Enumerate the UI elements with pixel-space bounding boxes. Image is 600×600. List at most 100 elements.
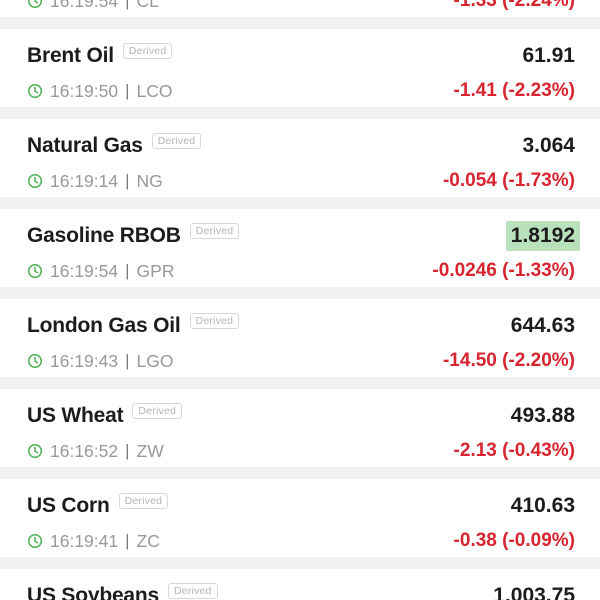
change-value: -1.41 (-2.23%) <box>453 80 575 101</box>
instrument-subline: 16:19:41 | ZC -0.38 (-0.09%) <box>27 531 575 551</box>
price-value: 61.91 <box>522 44 575 67</box>
instrument-row[interactable]: US Corn Derived 410.63 16:19:41 | ZC -0.… <box>0 479 600 557</box>
instrument-row[interactable]: US Wheat Derived 493.88 16:16:52 | ZW -2… <box>0 389 600 467</box>
instrument-header: US Corn Derived 410.63 <box>27 493 575 518</box>
instrument-name-group: US Soybeans Derived <box>27 583 218 600</box>
clock-icon <box>28 444 42 458</box>
row-separator <box>0 17 600 29</box>
derived-badge: Derived <box>122 43 173 59</box>
instrument-subline: 16:19:50 | LCO -1.41 (-2.23%) <box>27 81 575 101</box>
price-value: 410.63 <box>510 494 575 517</box>
derived-badge: Derived <box>168 583 218 599</box>
timestamp: 16:19:54 <box>50 0 119 11</box>
change-value: -1.33 (-2.24%) <box>453 0 575 11</box>
row-separator <box>0 287 600 299</box>
instrument-name: US Wheat <box>27 404 124 427</box>
timestamp: 16:19:50 <box>50 81 119 101</box>
symbol: CL <box>136 0 159 11</box>
price-value: 644.63 <box>510 314 575 337</box>
derived-badge: Derived <box>118 493 169 509</box>
symbol: LCO <box>136 81 173 101</box>
instrument-header: London Gas Oil Derived 644.63 <box>27 313 575 338</box>
quote-meta: 16:19:54 | GPR <box>27 261 174 281</box>
instrument-subline: 16:19:14 | NG -0.054 (-1.73%) <box>27 171 575 191</box>
row-separator <box>0 107 600 119</box>
symbol: ZW <box>136 441 164 461</box>
instrument-header: Gasoline RBOB Derived 1.8192 <box>27 221 580 251</box>
instrument-name-group: Gasoline RBOB Derived <box>27 223 240 248</box>
change-value: -14.50 (-2.20%) <box>442 350 575 371</box>
quote-meta: 16:19:54 | CL <box>27 0 159 11</box>
instrument-header: Natural Gas Derived 3.064 <box>27 133 575 158</box>
symbol: NG <box>136 171 163 191</box>
quote-meta: 16:19:50 | LCO <box>27 81 173 101</box>
price-value: 1,003.75 <box>493 584 575 600</box>
instrument-subline: 16:16:52 | ZW -2.13 (-0.43%) <box>27 441 575 461</box>
timestamp: 16:19:41 <box>50 531 119 551</box>
change-value: -0.0246 (-1.33%) <box>432 260 575 281</box>
instrument-name-group: US Corn Derived <box>27 493 169 518</box>
instrument-row[interactable]: Brent Oil Derived 61.91 16:19:50 | LCO -… <box>0 29 600 107</box>
change-value: -2.13 (-0.43%) <box>453 440 575 461</box>
timestamp: 16:19:43 <box>50 351 119 371</box>
clock-icon <box>28 0 42 8</box>
derived-badge: Derived <box>189 223 240 239</box>
instrument-name-group: US Wheat Derived <box>27 403 183 428</box>
timestamp: 16:19:14 <box>50 171 119 191</box>
symbol-divider: | <box>125 0 130 10</box>
symbol: GPR <box>136 261 175 281</box>
instrument-header: US Wheat Derived 493.88 <box>27 403 575 428</box>
instrument-name: Brent Oil <box>27 44 114 67</box>
instrument-row[interactable]: 16:19:54 | CL -1.33 (-2.24%) <box>0 0 600 17</box>
quote-meta: 16:19:14 | NG <box>27 171 163 191</box>
quote-meta: 16:19:43 | LGO <box>27 351 174 371</box>
clock-icon <box>28 174 42 188</box>
instrument-name: Gasoline RBOB <box>27 224 181 247</box>
symbol-divider: | <box>125 81 130 100</box>
timestamp: 16:19:54 <box>50 261 119 281</box>
instrument-name-group: London Gas Oil Derived <box>27 313 240 338</box>
derived-badge: Derived <box>189 313 240 329</box>
row-separator <box>0 377 600 389</box>
instrument-name: US Corn <box>27 494 110 517</box>
instrument-name-group: Brent Oil Derived <box>27 43 173 68</box>
instrument-subline: 16:19:54 | CL -1.33 (-2.24%) <box>27 0 575 11</box>
price-value: 1.8192 <box>505 221 580 251</box>
instrument-header: US Soybeans Derived 1,003.75 <box>27 583 575 600</box>
clock-icon <box>28 534 42 548</box>
symbol-divider: | <box>125 171 130 190</box>
symbol-divider: | <box>125 531 130 550</box>
clock-icon <box>28 354 42 368</box>
clock-icon <box>28 84 42 98</box>
price-value: 3.064 <box>522 134 575 157</box>
instrument-name-group: Natural Gas Derived <box>27 133 202 158</box>
row-separator <box>0 197 600 209</box>
row-separator <box>0 557 600 569</box>
instrument-subline: 16:19:43 | LGO -14.50 (-2.20%) <box>27 351 575 371</box>
clock-icon <box>28 264 42 278</box>
instrument-row[interactable]: London Gas Oil Derived 644.63 16:19:43 |… <box>0 299 600 377</box>
instrument-subline: 16:19:54 | GPR -0.0246 (-1.33%) <box>27 261 575 281</box>
instrument-row[interactable]: Natural Gas Derived 3.064 16:19:14 | NG … <box>0 119 600 197</box>
timestamp: 16:16:52 <box>50 441 119 461</box>
symbol-divider: | <box>125 351 130 370</box>
instrument-row[interactable]: Gasoline RBOB Derived 1.8192 16:19:54 | … <box>0 209 600 287</box>
quote-meta: 16:19:41 | ZC <box>27 531 160 551</box>
price-value: 493.88 <box>510 404 575 427</box>
symbol: ZC <box>136 531 160 551</box>
row-separator <box>0 467 600 479</box>
instrument-name: US Soybeans <box>27 584 160 600</box>
change-value: -0.38 (-0.09%) <box>453 530 575 551</box>
change-value: -0.054 (-1.73%) <box>442 170 575 191</box>
quote-meta: 16:16:52 | ZW <box>27 441 164 461</box>
instrument-name: Natural Gas <box>27 134 143 157</box>
symbol-divider: | <box>125 441 130 460</box>
instrument-name: London Gas Oil <box>27 314 181 337</box>
derived-badge: Derived <box>151 133 202 149</box>
symbol: LGO <box>136 351 174 371</box>
instrument-row[interactable]: US Soybeans Derived 1,003.75 <box>0 569 600 600</box>
instrument-header: Brent Oil Derived 61.91 <box>27 43 575 68</box>
derived-badge: Derived <box>132 403 183 419</box>
